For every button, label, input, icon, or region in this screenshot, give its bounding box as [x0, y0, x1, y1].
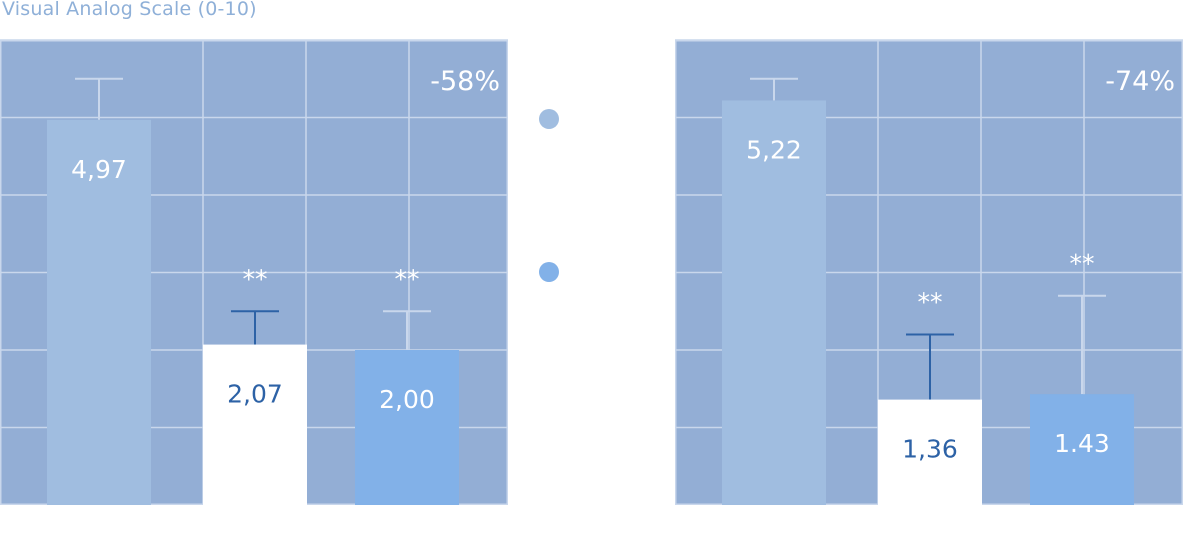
bar: [878, 399, 982, 505]
data-label: 5,22: [746, 135, 802, 164]
data-label: 2,07: [227, 380, 283, 409]
significance-marker: **: [1070, 249, 1095, 278]
significance-marker: **: [395, 264, 420, 293]
data-label: 2,00: [379, 385, 435, 414]
legend-dot: [539, 262, 559, 282]
data-label: 4,97: [71, 155, 127, 184]
bar: [355, 350, 459, 505]
percent-change-label: -58%: [430, 66, 500, 97]
significance-marker: **: [918, 288, 943, 317]
data-label: 1.43: [1054, 429, 1110, 458]
data-label: 1,36: [902, 435, 958, 464]
chart-title: Visual Analog Scale (0-10): [2, 0, 257, 20]
bar: [47, 119, 151, 505]
bar: [1030, 394, 1134, 505]
percent-change-label: -74%: [1105, 66, 1175, 97]
significance-marker: **: [243, 264, 268, 293]
legend-dot: [539, 109, 559, 129]
bar: [722, 100, 826, 505]
bar: [203, 344, 307, 505]
